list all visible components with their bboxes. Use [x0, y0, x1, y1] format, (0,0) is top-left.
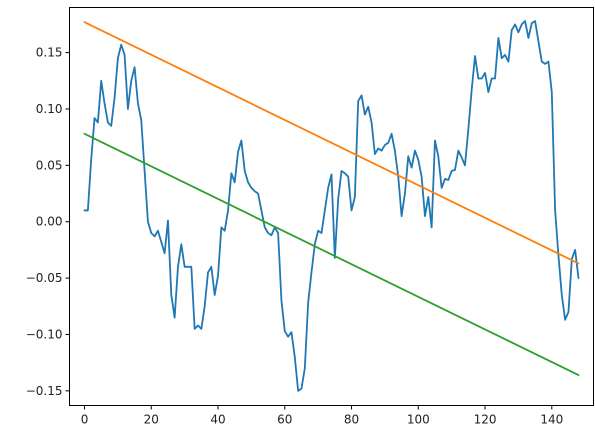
y-tick-label: 0.10 — [36, 102, 63, 116]
x-tick-label: 140 — [540, 413, 563, 427]
y-tick-label: −0.15 — [26, 384, 63, 398]
series-line-2 — [83, 21, 580, 265]
x-axis: 0 20 40 60 80 100 120 140 — [81, 405, 563, 427]
series-line-3 — [83, 132, 580, 376]
y-tick-label: 0.00 — [36, 215, 63, 229]
x-tick-label: 80 — [344, 413, 359, 427]
x-tick-label: 20 — [144, 413, 159, 427]
x-tick-label: 100 — [407, 413, 430, 427]
y-tick-label: 0.05 — [36, 158, 63, 172]
y-tick-label: −0.10 — [26, 327, 63, 341]
series-layer — [83, 20, 580, 392]
x-tick-label: 40 — [210, 413, 225, 427]
x-tick-label: 120 — [474, 413, 497, 427]
y-tick-label: −0.05 — [26, 271, 63, 285]
x-tick-label: 0 — [81, 413, 89, 427]
series-line-1 — [83, 20, 580, 392]
y-tick-label: 0.15 — [36, 46, 63, 60]
x-tick-label: 60 — [277, 413, 292, 427]
plot-frame — [69, 7, 594, 406]
y-axis: −0.15 −0.10 −0.05 0.00 0.05 0.10 0.15 — [26, 46, 70, 398]
